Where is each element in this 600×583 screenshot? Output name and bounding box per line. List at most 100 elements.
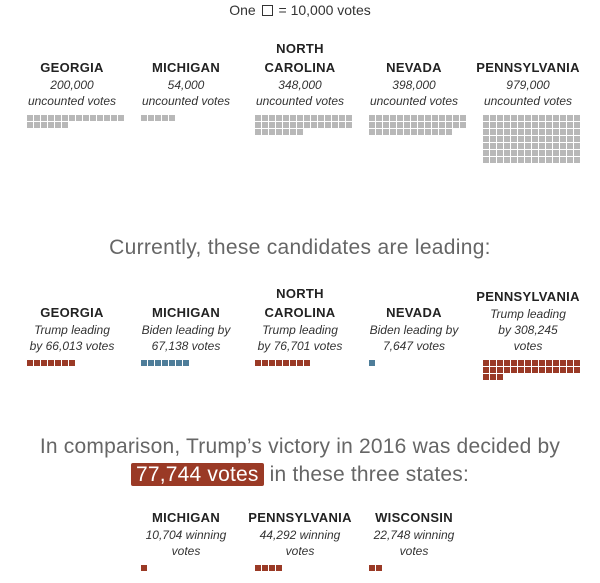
waffle-square xyxy=(567,129,573,135)
waffle-lead-michigan xyxy=(141,360,239,367)
waffle-square xyxy=(497,157,503,163)
waffle-square xyxy=(183,360,189,366)
waffle-square xyxy=(511,367,517,373)
waffle-square xyxy=(297,122,303,128)
comparison-line2: 77,744 votes in these three states: xyxy=(0,461,600,489)
waffle-square xyxy=(339,122,345,128)
waffle-square xyxy=(532,122,538,128)
uncounted-label: uncounted votes xyxy=(483,94,573,108)
waffle-square xyxy=(525,129,531,135)
waffle-square xyxy=(425,115,431,121)
waffle-square xyxy=(483,157,489,163)
waffle-lead-north-carolina xyxy=(255,360,353,367)
waffle-square xyxy=(262,115,268,121)
waffle-square xyxy=(532,157,538,163)
waffle-square xyxy=(318,115,324,121)
waffle-square xyxy=(567,157,573,163)
uncounted-nevada: NEVADA 398,000 uncounted votes xyxy=(352,58,476,109)
waffle-square xyxy=(539,122,545,128)
state-name-top: NORTH xyxy=(276,286,324,301)
waffle-square xyxy=(560,367,566,373)
margin-text: 44,292 winning xyxy=(259,528,341,542)
waffle-square xyxy=(560,122,566,128)
uncounted-pennsylvania: PENNSYLVANIA 979,000 uncounted votes xyxy=(466,58,590,109)
waffle-uncounted-michigan xyxy=(141,115,183,122)
state-name: PENNSYLVANIA xyxy=(248,510,352,525)
waffle-square xyxy=(446,122,452,128)
waffle-square xyxy=(546,143,552,149)
waffle-square xyxy=(525,157,531,163)
margin-wisconsin: WISCONSIN 22,748 winning votes xyxy=(352,508,476,559)
waffle-square xyxy=(55,360,61,366)
waffle-square xyxy=(483,115,489,121)
waffle-square xyxy=(283,360,289,366)
waffle-square xyxy=(397,115,403,121)
waffle-square xyxy=(411,129,417,135)
waffle-square xyxy=(376,565,382,571)
waffle-uncounted-nevada xyxy=(369,115,467,136)
waffle-square xyxy=(425,129,431,135)
lead-margin: by 76,701 votes xyxy=(257,339,343,353)
waffle-square xyxy=(48,115,54,121)
waffle-square xyxy=(532,360,538,366)
waffle-square xyxy=(69,360,75,366)
waffle-square xyxy=(546,367,552,373)
waffle-square xyxy=(497,143,503,149)
waffle-square xyxy=(490,129,496,135)
waffle-square xyxy=(290,115,296,121)
waffle-square xyxy=(383,122,389,128)
waffle-square xyxy=(574,115,580,121)
waffle-square xyxy=(176,360,182,366)
margin-michigan: MICHIGAN 10,704 winning votes xyxy=(124,508,248,559)
waffle-square xyxy=(34,360,40,366)
waffle-square xyxy=(511,157,517,163)
waffle-square xyxy=(504,150,510,156)
waffle-square xyxy=(460,122,466,128)
waffle-square xyxy=(574,360,580,366)
waffle-square xyxy=(304,360,310,366)
waffle-square xyxy=(546,115,552,121)
waffle-square xyxy=(369,115,375,121)
waffle-square xyxy=(27,122,33,128)
waffle-square xyxy=(255,565,261,571)
margin-pennsylvania: PENNSYLVANIA 44,292 winning votes xyxy=(238,508,362,559)
waffle-margin-pennsylvania xyxy=(255,565,353,572)
waffle-square xyxy=(525,136,531,142)
leading-heading: Currently, these candidates are leading: xyxy=(109,236,491,259)
lead-text: Trump leading xyxy=(490,307,566,321)
waffle-square xyxy=(553,143,559,149)
waffle-square xyxy=(339,115,345,121)
waffle-square xyxy=(560,360,566,366)
waffle-square xyxy=(518,122,524,128)
waffle-square xyxy=(483,367,489,373)
legend-suffix: = 10,000 votes xyxy=(278,2,371,18)
waffle-square xyxy=(418,115,424,121)
waffle-square xyxy=(48,360,54,366)
waffle-square xyxy=(369,122,375,128)
waffle-square xyxy=(383,129,389,135)
waffle-square xyxy=(269,115,275,121)
uncounted-count: 398,000 xyxy=(392,78,436,92)
lead-georgia: GEORGIA Trump leading by 66,013 votes xyxy=(10,303,134,354)
waffle-square xyxy=(553,115,559,121)
lead-margin: by 308,245 xyxy=(498,323,558,337)
waffle-square xyxy=(546,157,552,163)
waffle-square xyxy=(518,360,524,366)
waffle-square xyxy=(560,136,566,142)
waffle-square xyxy=(518,136,524,142)
waffle-square xyxy=(560,150,566,156)
margin-votes: votes xyxy=(171,544,201,558)
margin-text: 22,748 winning xyxy=(373,528,455,542)
waffle-square xyxy=(290,122,296,128)
waffle-square xyxy=(546,122,552,128)
waffle-square xyxy=(574,143,580,149)
lead-text: Trump leading xyxy=(34,323,110,337)
waffle-square xyxy=(497,150,503,156)
waffle-square xyxy=(504,143,510,149)
waffle-square xyxy=(255,115,261,121)
waffle-square xyxy=(346,122,352,128)
waffle-square xyxy=(532,367,538,373)
waffle-square xyxy=(460,115,466,121)
waffle-square xyxy=(425,122,431,128)
legend-prefix: One xyxy=(229,2,256,18)
